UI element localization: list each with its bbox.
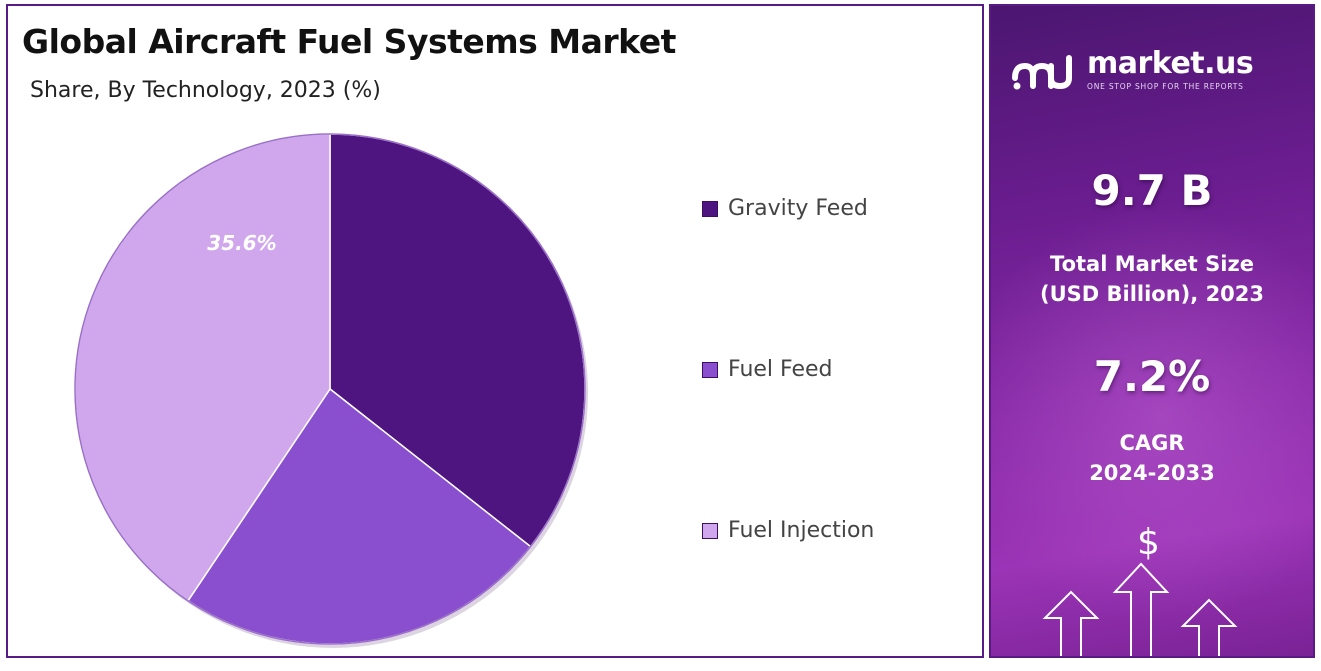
legend-label: Gravity Feed [728, 196, 868, 221]
pie-data-label: 35.6% [207, 231, 276, 255]
brand-logo: market.us ONE STOP SHOP FOR THE REPORTS [1011, 46, 1254, 92]
brand-tagline: ONE STOP SHOP FOR THE REPORTS [1087, 82, 1244, 91]
market-us-logo-icon [1012, 55, 1072, 90]
legend-label: Fuel Feed [728, 357, 833, 382]
chart-panel: Global Aircraft Fuel Systems Market Shar… [6, 4, 984, 658]
pie-rim [74, 133, 586, 645]
legend-item-fuel-injection: Fuel Injection [702, 518, 874, 543]
dollar-icon: $ [1137, 522, 1160, 563]
legend-label: Fuel Injection [728, 518, 875, 543]
chart-title: Global Aircraft Fuel Systems Market [22, 22, 676, 61]
legend-swatch [702, 200, 718, 217]
cagr-label-line2: 2024-2033 [1089, 461, 1215, 485]
brand-name: market.us [1087, 46, 1254, 81]
legend-item-fuel-feed: Fuel Feed [702, 357, 833, 382]
cagr-value: 7.2% [1093, 352, 1211, 401]
chart-subtitle: Share, By Technology, 2023 (%) [30, 78, 381, 103]
legend-swatch [702, 361, 718, 378]
legend-item-gravity-feed: Gravity Feed [702, 196, 868, 221]
growth-arrows-icon [1042, 562, 1238, 656]
legend-swatch [702, 522, 718, 539]
market-size-label-line2: (USD Billion), 2023 [1039, 282, 1265, 306]
legend: Gravity Feed Fuel Feed Fuel Injection [702, 196, 962, 556]
background-glow [991, 206, 1313, 626]
market-size-value: 9.7 B [1091, 166, 1213, 215]
pie-chart: 35.6% [74, 133, 588, 648]
market-size-label-line1: Total Market Size [1050, 252, 1254, 276]
cagr-label-line1: CAGR [1119, 431, 1185, 455]
summary-panel: market.us ONE STOP SHOP FOR THE REPORTS … [989, 4, 1315, 658]
